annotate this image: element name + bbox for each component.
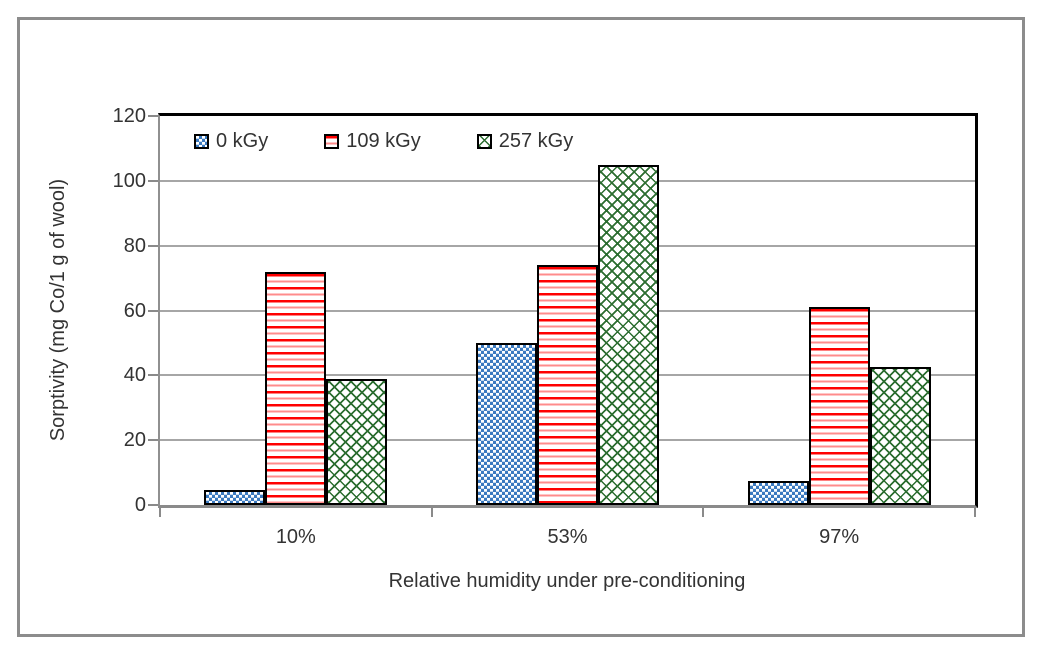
bar-109-kgy-53% (537, 265, 598, 505)
bar-109-kgy-97% (808, 307, 870, 505)
y-tick-label-60: 60 (123, 299, 146, 322)
gridline-80 (160, 244, 975, 247)
y-tick-label-80: 80 (123, 234, 146, 257)
y-tick-20 (148, 439, 158, 442)
legend-item-257-kgy: 257 kGy (476, 130, 574, 153)
x-axis-title: Relative humidity under pre-conditioning (388, 570, 746, 592)
plot-area: 0 kGy 109 kGy 257 kGy (158, 113, 978, 508)
y-tick-label-0: 0 (134, 494, 146, 516)
legend: 0 kGy 109 kGy 257 kGy (194, 130, 573, 153)
bar-257-kgy-10% (326, 378, 388, 505)
gridline-100 (160, 179, 975, 182)
bar-257-kgy-53% (598, 164, 659, 505)
x-tick-0 (159, 508, 161, 517)
y-tick-60 (148, 309, 158, 312)
bar-0-kgy-10% (204, 490, 266, 505)
legend-label: 257 kGy (498, 130, 574, 152)
legend-label: 0 kGy (216, 130, 269, 152)
y-tick-label-120: 120 (112, 105, 146, 127)
y-tick-label-100: 100 (112, 169, 146, 192)
legend-label: 109 kGy (346, 130, 421, 152)
x-category-label-53%: 53% (547, 526, 588, 548)
legend-swatch-icon (324, 134, 340, 149)
y-tick-40 (148, 374, 158, 377)
legend-item-109-kgy: 109 kGy (324, 130, 421, 153)
y-tick-80 (148, 244, 158, 247)
y-tick-label-20: 20 (123, 429, 146, 452)
x-tick-3 (974, 508, 976, 517)
legend-swatch-icon (194, 134, 209, 149)
x-tick-1 (430, 508, 433, 517)
x-category-label-10%: 10% (275, 526, 316, 548)
y-tick-100 (148, 179, 158, 182)
bar-0-kgy-53% (476, 342, 537, 505)
x-category-label-97%: 97% (819, 526, 860, 548)
bar-0-kgy-97% (747, 480, 809, 505)
y-tick-120 (148, 115, 158, 117)
y-tick-0 (148, 504, 158, 506)
y-tick-label-40: 40 (123, 364, 146, 387)
bar-109-kgy-10% (265, 271, 327, 505)
legend-swatch-icon (476, 134, 492, 149)
bar-257-kgy-97% (869, 367, 931, 505)
legend-item-0-kgy: 0 kGy (194, 130, 268, 153)
x-tick-2 (702, 508, 705, 517)
